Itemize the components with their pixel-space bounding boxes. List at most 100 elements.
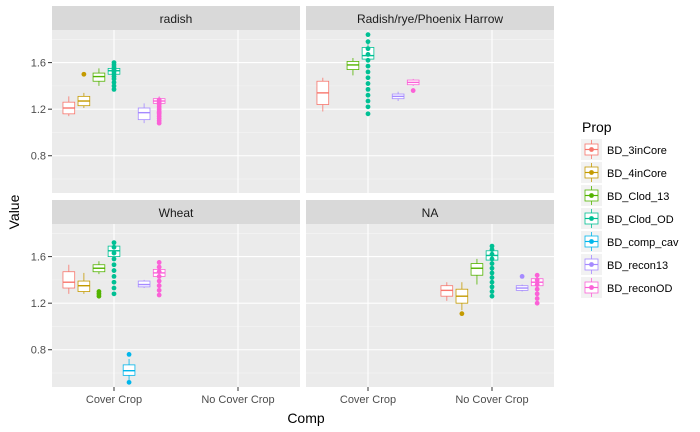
box-BD_Clod_OD — [107, 60, 121, 92]
outlier-point — [534, 291, 540, 297]
outlier-point — [365, 57, 371, 63]
facet-panels: radish Radish/rye/Phoenix Harrow Wheat NA — [52, 6, 554, 387]
box-BD_recon13 — [137, 279, 151, 289]
legend-label: BD_3inCore — [607, 145, 667, 157]
legend: Prop BD_3inCore BD_4inCore BD_Clod_13 BD_Cl… — [581, 119, 679, 298]
outlier-point — [534, 272, 540, 278]
facet-strip-label: NA — [422, 206, 439, 220]
box-BD_recon13 — [137, 103, 151, 124]
y-tick-label: 0.8 — [31, 151, 46, 163]
box-BD_Clod_OD — [361, 32, 375, 117]
outlier-point — [489, 261, 495, 266]
x-tick-label: No Cover Crop — [201, 394, 274, 406]
box-BD_4inCore — [77, 272, 91, 294]
box-iqr — [137, 107, 151, 121]
legend-label: BD_comp_cav — [607, 237, 679, 249]
outlier-point — [111, 273, 117, 279]
x-axis-title: Comp — [287, 410, 325, 426]
outlier-point — [489, 243, 495, 249]
legend-label: BD_recon13 — [607, 260, 668, 272]
legend-label: BD_4inCore — [607, 168, 667, 180]
y-axes: 0.8 1.2 1.6 0.8 1.2 1.6 — [31, 58, 52, 357]
legend-item: BD_3inCore — [581, 139, 667, 160]
outlier-point — [111, 240, 117, 246]
outlier-point — [96, 289, 102, 294]
outlier-point — [156, 287, 162, 293]
legend-point — [589, 216, 594, 221]
legend-point — [589, 147, 594, 152]
facet-strip — [306, 6, 554, 30]
outlier-point — [365, 69, 371, 75]
box-BD_4inCore — [77, 71, 91, 109]
x-axes: Cover Crop No Cover Crop Cover Crop No Cove… — [86, 387, 529, 406]
legend-label: BD_Clod_OD — [607, 214, 674, 226]
outlier-point — [459, 311, 465, 317]
box-BD_3inCore — [62, 264, 76, 294]
outlier-point — [489, 270, 495, 276]
outlier-point — [365, 46, 371, 52]
outlier-point — [156, 269, 162, 275]
box-BD_3inCore — [62, 96, 76, 117]
outlier-point — [365, 81, 371, 86]
panel-background — [306, 30, 554, 193]
outlier-point — [365, 98, 371, 104]
panel-background — [306, 224, 554, 387]
outlier-point — [111, 285, 117, 291]
legend-point — [589, 239, 594, 244]
outlier-point — [489, 247, 495, 253]
box-BD_Clod_OD — [107, 240, 121, 297]
box-BD_recon13 — [515, 273, 529, 292]
outlier-point — [156, 97, 162, 103]
box-iqr — [470, 263, 484, 276]
facet-strip — [52, 200, 300, 224]
facet-strip — [306, 200, 554, 224]
facet-strip-label: Wheat — [159, 206, 194, 220]
box-BD_reconOD — [530, 272, 544, 306]
facet-panel: radish — [52, 6, 300, 193]
facet-panel: Wheat — [52, 200, 300, 387]
legend-label: BD_reconOD — [607, 283, 672, 295]
outlier-point — [534, 277, 540, 283]
outlier-point — [156, 283, 162, 289]
outlier-point — [156, 110, 162, 116]
box-BD_3inCore — [316, 77, 330, 112]
box-BD_4inCore — [455, 282, 469, 317]
outlier-point — [111, 268, 117, 273]
outlier-point — [156, 260, 162, 265]
y-tick-label: 1.2 — [31, 298, 46, 310]
outlier-point — [126, 352, 132, 357]
legend-point — [589, 170, 594, 175]
box-BD_reconOD — [152, 260, 166, 298]
box-BD_Clod_13 — [346, 57, 360, 76]
outlier-point — [519, 273, 525, 279]
outlier-point — [489, 284, 495, 290]
outlier-point — [126, 379, 132, 385]
outlier-point — [534, 286, 540, 292]
legend-item: BD_recon13 — [581, 254, 668, 275]
box-BD_Clod_13 — [92, 68, 106, 86]
outlier-point — [111, 79, 117, 85]
legend-label: BD_Clod_13 — [607, 191, 669, 203]
outlier-point — [365, 75, 371, 81]
outlier-point — [534, 296, 540, 301]
y-tick-label: 1.6 — [31, 252, 46, 264]
outlier-point — [365, 92, 371, 98]
outlier-point — [111, 60, 117, 65]
x-tick-label: Cover Crop — [340, 394, 396, 406]
panel-background — [52, 224, 300, 387]
outlier-point — [111, 250, 117, 256]
outlier-point — [111, 262, 117, 268]
outlier-point — [489, 275, 495, 280]
outlier-point — [156, 292, 162, 298]
legend-item: BD_reconOD — [581, 277, 672, 298]
outlier-point — [111, 83, 117, 89]
outlier-point — [111, 291, 117, 297]
outlier-point — [489, 265, 495, 271]
box-BD_3inCore — [440, 282, 454, 301]
y-axis-title: Value — [6, 194, 22, 229]
outlier-point — [365, 52, 371, 57]
legend-item: BD_Clod_OD — [581, 208, 674, 229]
y-tick-label: 0.8 — [31, 345, 46, 357]
outlier-point — [111, 244, 117, 250]
legend-item: BD_comp_cav — [581, 231, 679, 252]
